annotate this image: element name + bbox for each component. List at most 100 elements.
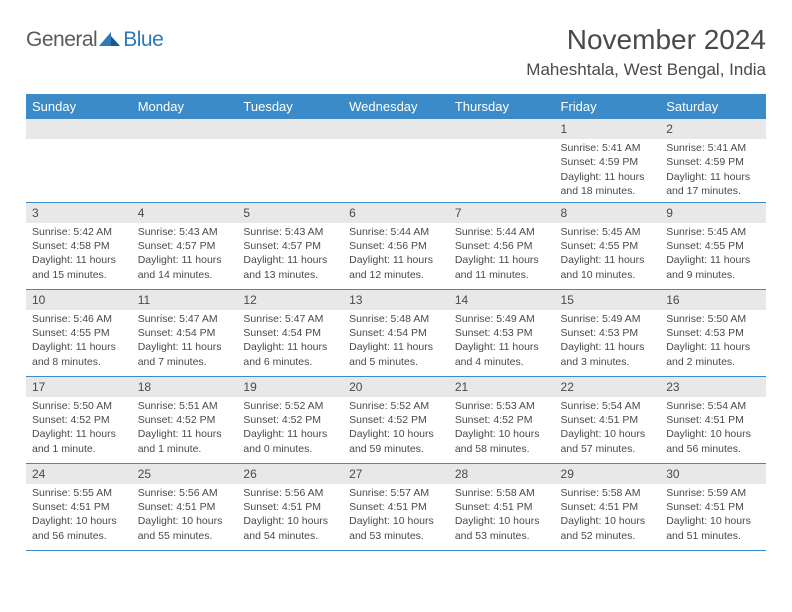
sunrise-line: Sunrise: 5:51 AM	[138, 399, 232, 413]
calendar-day-cell: 3Sunrise: 5:42 AMSunset: 4:58 PMDaylight…	[26, 202, 132, 289]
sunrise-line: Sunrise: 5:49 AM	[455, 312, 549, 326]
day-content: Sunrise: 5:57 AMSunset: 4:51 PMDaylight:…	[343, 484, 449, 547]
sunrise-line: Sunrise: 5:57 AM	[349, 486, 443, 500]
sunset-line: Sunset: 4:51 PM	[455, 500, 549, 514]
daylight-line: Daylight: 11 hours and 14 minutes.	[138, 253, 232, 281]
calendar-day-cell: 14Sunrise: 5:49 AMSunset: 4:53 PMDayligh…	[449, 289, 555, 376]
weekday-header: Tuesday	[237, 94, 343, 119]
day-content: Sunrise: 5:53 AMSunset: 4:52 PMDaylight:…	[449, 397, 555, 460]
calendar-table: SundayMondayTuesdayWednesdayThursdayFrid…	[26, 94, 766, 551]
weekday-header: Sunday	[26, 94, 132, 119]
day-content: Sunrise: 5:47 AMSunset: 4:54 PMDaylight:…	[237, 310, 343, 373]
daylight-line: Daylight: 11 hours and 6 minutes.	[243, 340, 337, 368]
daylight-line: Daylight: 11 hours and 5 minutes.	[349, 340, 443, 368]
day-number: 8	[555, 203, 661, 223]
calendar-week-row: 10Sunrise: 5:46 AMSunset: 4:55 PMDayligh…	[26, 289, 766, 376]
calendar-day-cell: 11Sunrise: 5:47 AMSunset: 4:54 PMDayligh…	[132, 289, 238, 376]
sunrise-line: Sunrise: 5:52 AM	[349, 399, 443, 413]
sunset-line: Sunset: 4:52 PM	[349, 413, 443, 427]
sunset-line: Sunset: 4:52 PM	[455, 413, 549, 427]
sunset-line: Sunset: 4:54 PM	[138, 326, 232, 340]
day-number: 17	[26, 377, 132, 397]
calendar-day-cell: 17Sunrise: 5:50 AMSunset: 4:52 PMDayligh…	[26, 376, 132, 463]
day-number: 2	[660, 119, 766, 139]
weekday-header: Friday	[555, 94, 661, 119]
daylight-line: Daylight: 10 hours and 52 minutes.	[561, 514, 655, 542]
sunrise-line: Sunrise: 5:55 AM	[32, 486, 126, 500]
title-block: November 2024 Maheshtala, West Bengal, I…	[526, 24, 766, 80]
weekday-header: Thursday	[449, 94, 555, 119]
month-title: November 2024	[526, 24, 766, 56]
day-content: Sunrise: 5:58 AMSunset: 4:51 PMDaylight:…	[555, 484, 661, 547]
daylight-line: Daylight: 10 hours and 58 minutes.	[455, 427, 549, 455]
day-number: 29	[555, 464, 661, 484]
weekday-header-row: SundayMondayTuesdayWednesdayThursdayFrid…	[26, 94, 766, 119]
sunset-line: Sunset: 4:51 PM	[243, 500, 337, 514]
sunset-line: Sunset: 4:51 PM	[666, 413, 760, 427]
sunrise-line: Sunrise: 5:44 AM	[455, 225, 549, 239]
day-number: 30	[660, 464, 766, 484]
day-number: 26	[237, 464, 343, 484]
sunset-line: Sunset: 4:53 PM	[666, 326, 760, 340]
sunrise-line: Sunrise: 5:47 AM	[243, 312, 337, 326]
day-number: 6	[343, 203, 449, 223]
calendar-day-cell: 21Sunrise: 5:53 AMSunset: 4:52 PMDayligh…	[449, 376, 555, 463]
day-number: 5	[237, 203, 343, 223]
daylight-line: Daylight: 11 hours and 11 minutes.	[455, 253, 549, 281]
calendar-day-cell: 5Sunrise: 5:43 AMSunset: 4:57 PMDaylight…	[237, 202, 343, 289]
sunset-line: Sunset: 4:54 PM	[349, 326, 443, 340]
day-number: 15	[555, 290, 661, 310]
day-number: 24	[26, 464, 132, 484]
day-number: 16	[660, 290, 766, 310]
sunset-line: Sunset: 4:55 PM	[561, 239, 655, 253]
daylight-line: Daylight: 10 hours and 53 minutes.	[349, 514, 443, 542]
day-number: 20	[343, 377, 449, 397]
calendar-day-cell	[26, 119, 132, 202]
day-number-empty	[449, 119, 555, 139]
calendar-day-cell: 28Sunrise: 5:58 AMSunset: 4:51 PMDayligh…	[449, 463, 555, 550]
day-content: Sunrise: 5:45 AMSunset: 4:55 PMDaylight:…	[555, 223, 661, 286]
day-number: 1	[555, 119, 661, 139]
daylight-line: Daylight: 10 hours and 56 minutes.	[32, 514, 126, 542]
calendar-day-cell: 9Sunrise: 5:45 AMSunset: 4:55 PMDaylight…	[660, 202, 766, 289]
sunrise-line: Sunrise: 5:50 AM	[32, 399, 126, 413]
daylight-line: Daylight: 11 hours and 0 minutes.	[243, 427, 337, 455]
day-content: Sunrise: 5:58 AMSunset: 4:51 PMDaylight:…	[449, 484, 555, 547]
calendar-day-cell: 26Sunrise: 5:56 AMSunset: 4:51 PMDayligh…	[237, 463, 343, 550]
calendar-day-cell: 4Sunrise: 5:43 AMSunset: 4:57 PMDaylight…	[132, 202, 238, 289]
sunrise-line: Sunrise: 5:41 AM	[666, 141, 760, 155]
calendar-day-cell: 2Sunrise: 5:41 AMSunset: 4:59 PMDaylight…	[660, 119, 766, 202]
day-number: 23	[660, 377, 766, 397]
weekday-header: Wednesday	[343, 94, 449, 119]
daylight-line: Daylight: 11 hours and 17 minutes.	[666, 170, 760, 198]
calendar-day-cell: 22Sunrise: 5:54 AMSunset: 4:51 PMDayligh…	[555, 376, 661, 463]
sunrise-line: Sunrise: 5:45 AM	[666, 225, 760, 239]
calendar-day-cell: 10Sunrise: 5:46 AMSunset: 4:55 PMDayligh…	[26, 289, 132, 376]
daylight-line: Daylight: 11 hours and 1 minute.	[32, 427, 126, 455]
daylight-line: Daylight: 11 hours and 2 minutes.	[666, 340, 760, 368]
sunrise-line: Sunrise: 5:52 AM	[243, 399, 337, 413]
day-number: 12	[237, 290, 343, 310]
day-content: Sunrise: 5:54 AMSunset: 4:51 PMDaylight:…	[555, 397, 661, 460]
day-number: 4	[132, 203, 238, 223]
day-content: Sunrise: 5:41 AMSunset: 4:59 PMDaylight:…	[660, 139, 766, 202]
calendar-day-cell: 29Sunrise: 5:58 AMSunset: 4:51 PMDayligh…	[555, 463, 661, 550]
sunset-line: Sunset: 4:54 PM	[243, 326, 337, 340]
day-content: Sunrise: 5:55 AMSunset: 4:51 PMDaylight:…	[26, 484, 132, 547]
sunset-line: Sunset: 4:52 PM	[138, 413, 232, 427]
day-content: Sunrise: 5:52 AMSunset: 4:52 PMDaylight:…	[237, 397, 343, 460]
day-content: Sunrise: 5:46 AMSunset: 4:55 PMDaylight:…	[26, 310, 132, 373]
day-content: Sunrise: 5:49 AMSunset: 4:53 PMDaylight:…	[449, 310, 555, 373]
sunset-line: Sunset: 4:53 PM	[561, 326, 655, 340]
sunrise-line: Sunrise: 5:49 AM	[561, 312, 655, 326]
sunrise-line: Sunrise: 5:43 AM	[243, 225, 337, 239]
daylight-line: Daylight: 11 hours and 15 minutes.	[32, 253, 126, 281]
logo: General Blue	[26, 24, 163, 52]
calendar-day-cell: 1Sunrise: 5:41 AMSunset: 4:59 PMDaylight…	[555, 119, 661, 202]
day-number: 25	[132, 464, 238, 484]
day-number: 19	[237, 377, 343, 397]
day-number-empty	[26, 119, 132, 139]
daylight-line: Daylight: 10 hours and 51 minutes.	[666, 514, 760, 542]
daylight-line: Daylight: 11 hours and 10 minutes.	[561, 253, 655, 281]
sunset-line: Sunset: 4:52 PM	[243, 413, 337, 427]
